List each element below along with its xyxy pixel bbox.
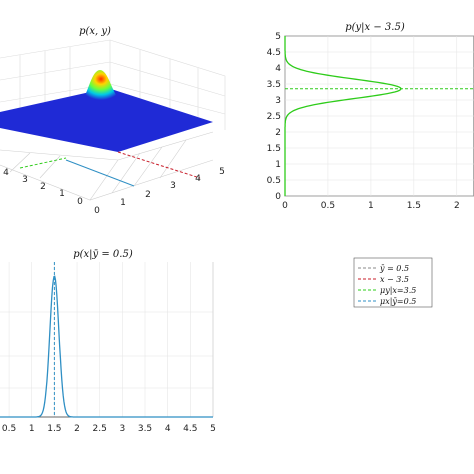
legend-label: μy|x=3.5	[380, 286, 416, 295]
y-tick-label: 1.5	[267, 144, 281, 154]
legend-items: ȳ = 0.5 x − 3.5 μy|x=3.5 μx|ȳ=0.5	[358, 264, 416, 306]
x-tick-label: 1.5	[407, 201, 421, 211]
surface-xtick: 3	[170, 181, 176, 191]
x-tick-label: 0	[282, 201, 288, 211]
surface-peak	[84, 70, 118, 100]
x-tick-label: 2	[454, 201, 460, 211]
conditional-y-yticks: 0 0.5 1 1.5 2 2.5 3 3.5 4 4.5 5	[267, 32, 282, 202]
legend: ȳ = 0.5 x − 3.5 μy|x=3.5 μx|ȳ=0.5	[353, 257, 433, 308]
conditional-x-curve	[0, 275, 213, 418]
surface-grid	[0, 39, 226, 130]
x-tick-label: 4.5	[183, 424, 197, 434]
y-tick-label: 4.5	[267, 48, 281, 58]
x-tick-label: 2.5	[93, 424, 107, 434]
conditional-x-grid	[0, 262, 214, 417]
y-tick-label: 1	[275, 160, 281, 170]
surface-floor	[0, 88, 213, 152]
surface-title: p(x, y)	[79, 26, 111, 37]
surface-xtick: 2	[145, 190, 151, 200]
y-tick-label: 5	[275, 32, 281, 42]
x-tick-label: 0.5	[2, 424, 16, 434]
y-tick-label: 0.5	[267, 176, 281, 186]
y-tick-label: 0	[275, 192, 281, 202]
x-tick-label: 1	[368, 201, 374, 211]
legend-label: x − 3.5	[380, 275, 409, 284]
y-tick-label: 3	[275, 96, 281, 106]
surface-ytick: 0	[77, 197, 83, 207]
conditional-y-grid	[284, 35, 474, 197]
x-tick-label: 0.5	[321, 201, 335, 211]
surface-ytick: 2	[40, 182, 46, 192]
x-tick-label: 5	[210, 424, 216, 434]
y-tick-label: 4	[275, 64, 281, 74]
surface-green-line	[19, 157, 67, 169]
surface-ytick: 1	[59, 189, 65, 199]
surface-ytick: 3	[22, 175, 28, 185]
conditional-y-curve	[284, 36, 402, 196]
x-tick-label: 3	[119, 424, 125, 434]
legend-label: ȳ = 0.5	[379, 264, 409, 273]
x-tick-label: 3.5	[138, 424, 152, 434]
surface-red-line	[117, 151, 201, 179]
surface-base	[0, 131, 214, 201]
surface-xtick: 4	[195, 174, 201, 184]
x-tick-label: 2	[74, 424, 80, 434]
surface-xtick: 1	[120, 198, 126, 208]
conditional-x-title: p(x|ȳ = 0.5)	[73, 249, 133, 260]
conditional-x-plot: p(x|ȳ = 0.5) 0.5 1 1.5 2 2.5 3 3.5 4 4.5 5	[0, 249, 216, 434]
x-tick-label: 1	[29, 424, 35, 434]
legend-box	[353, 257, 433, 308]
surface-ytick: 4	[3, 168, 9, 178]
y-tick-label: 2	[275, 128, 281, 138]
surface-xtick: 5	[219, 167, 225, 177]
x-tick-label: 4	[165, 424, 171, 434]
conditional-y-xticks: 0 0.5 1 1.5 2	[282, 201, 460, 211]
legend-label: μx|ȳ=0.5	[380, 297, 416, 306]
conditional-x-xticks: 0.5 1 1.5 2 2.5 3 3.5 4 4.5 5	[2, 424, 216, 434]
conditional-y-title: p(y|x − 3.5)	[345, 22, 405, 33]
surface-blue-line	[65, 159, 135, 187]
surface-xtick: 0	[94, 206, 100, 216]
conditional-y-plot: p(y|x − 3.5) 0 0.5 1 1.5 2 2.5 3 3.5 4 4.5 5 0 0.5 1…	[267, 22, 474, 211]
y-tick-label: 3.5	[267, 80, 281, 90]
x-tick-label: 1.5	[47, 424, 61, 434]
surface-plot: p(x, y)	[0, 26, 226, 216]
y-tick-label: 2.5	[267, 112, 281, 122]
